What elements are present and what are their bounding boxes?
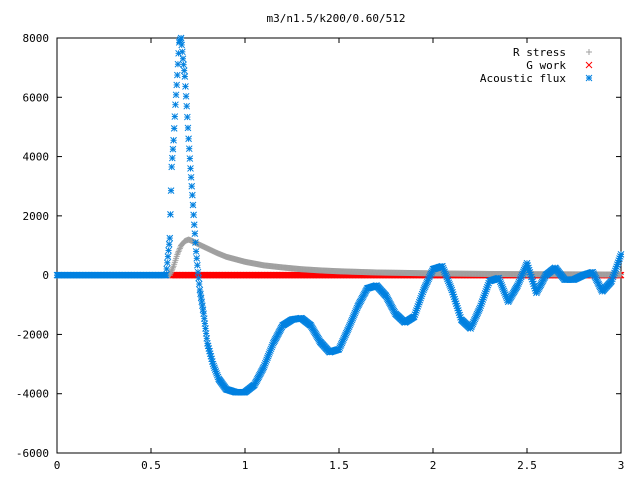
legend-marker — [586, 49, 592, 55]
series-acoustic-flux — [53, 34, 625, 396]
data-point — [182, 83, 189, 90]
data-point — [176, 245, 183, 252]
data-point — [168, 267, 175, 274]
x-tick-label: 0 — [54, 459, 61, 472]
x-tick-label: 2.5 — [517, 459, 537, 472]
data-point — [190, 211, 197, 219]
data-point — [192, 239, 199, 246]
data-point — [168, 163, 176, 171]
data-point — [184, 124, 192, 132]
x-tick-label: 2 — [430, 459, 437, 472]
data-point — [171, 113, 179, 120]
data-point — [173, 71, 181, 79]
data-point — [180, 61, 187, 69]
data-point — [189, 191, 196, 199]
data-point — [170, 125, 178, 132]
data-point — [167, 187, 175, 195]
plot-area — [53, 34, 625, 396]
data-point — [176, 246, 183, 253]
data-point — [185, 145, 193, 153]
data-point — [193, 254, 201, 262]
x-tick-label: 3 — [618, 459, 625, 472]
y-axis: -6000 -4000 -2000 0 2000 4000 6000 8000 — [16, 32, 621, 460]
data-point — [163, 265, 171, 273]
data-point — [174, 249, 181, 256]
legend-marker — [585, 61, 593, 69]
data-point — [175, 248, 182, 255]
data-point — [191, 230, 199, 237]
data-point — [166, 234, 174, 242]
y-tick-label: -6000 — [16, 447, 49, 460]
data-point — [178, 48, 186, 56]
legend-label: Acoustic flux — [480, 72, 566, 85]
y-tick-label: 4000 — [23, 151, 50, 164]
series-r-stress — [54, 236, 624, 279]
data-point — [178, 41, 186, 49]
data-point — [186, 155, 194, 162]
data-point — [181, 73, 189, 80]
data-point — [174, 60, 182, 68]
data-point — [183, 102, 191, 110]
data-point — [185, 135, 192, 143]
x-tick-label: 1.5 — [329, 459, 349, 472]
data-point — [188, 182, 196, 190]
data-point — [195, 274, 202, 282]
data-point — [169, 264, 176, 271]
y-tick-label: -2000 — [16, 328, 49, 341]
y-tick-label: 2000 — [23, 210, 50, 223]
y-tick-label: -4000 — [16, 388, 49, 401]
data-point — [187, 165, 194, 172]
data-point — [180, 67, 188, 74]
data-point — [164, 253, 172, 260]
data-point — [169, 266, 176, 273]
data-point — [169, 145, 177, 153]
data-point — [195, 280, 203, 288]
data-point — [190, 221, 198, 229]
data-point — [174, 251, 181, 258]
plot-frame — [56, 37, 622, 454]
data-point — [167, 211, 174, 218]
chart-title: m3/n1.5/k200/0.60/512 — [266, 12, 405, 25]
data-point — [165, 240, 173, 248]
data-point — [167, 270, 174, 277]
data-point — [618, 271, 624, 278]
y-tick-label: 0 — [42, 269, 49, 282]
data-point — [165, 247, 172, 254]
data-point — [170, 136, 177, 144]
data-point — [194, 261, 201, 269]
data-point — [168, 154, 176, 162]
y-tick-label: 6000 — [23, 91, 50, 104]
data-point — [187, 173, 195, 181]
data-point — [172, 101, 179, 109]
data-point — [177, 34, 185, 42]
data-point — [189, 201, 197, 209]
legend-label: R stress — [513, 46, 566, 59]
data-point — [163, 259, 171, 267]
data-point — [173, 81, 181, 89]
legend-marker — [585, 74, 593, 82]
data-point — [617, 251, 625, 258]
data-point — [172, 91, 180, 99]
x-axis: 0 0.5 1 1.5 2 2.5 3 — [54, 38, 625, 472]
y-tick-label: 8000 — [23, 32, 50, 45]
data-point — [194, 268, 202, 276]
data-point — [162, 271, 170, 279]
x-tick-label: 1 — [242, 459, 249, 472]
data-point — [183, 113, 191, 121]
data-point — [192, 248, 200, 255]
x-tick-label: 0.5 — [141, 459, 161, 472]
legend-label: G work — [526, 59, 566, 72]
data-point — [179, 55, 187, 63]
data-point — [182, 92, 190, 100]
